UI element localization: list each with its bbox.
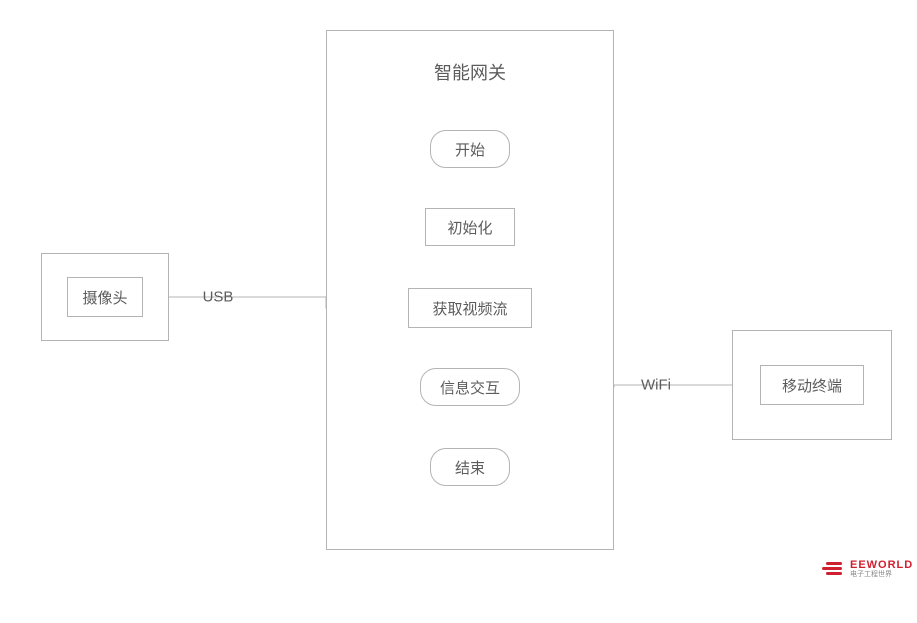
watermark-brand: EEWORLD bbox=[850, 560, 913, 571]
logo-bar bbox=[822, 567, 842, 570]
watermark-tagline: 电子工程世界 bbox=[850, 571, 913, 578]
node-init-label: 初始化 bbox=[447, 217, 492, 238]
node-terminal-label: 移动终端 bbox=[782, 375, 842, 396]
node-getvideo-label: 获取视频流 bbox=[432, 298, 507, 319]
logo-bar bbox=[826, 572, 842, 575]
node-interact-label: 信息交互 bbox=[440, 377, 500, 398]
node-camera: 摄像头 bbox=[67, 277, 143, 317]
edge-label-usb: USB bbox=[203, 289, 234, 306]
node-init: 初始化 bbox=[425, 208, 515, 246]
node-start-label: 开始 bbox=[455, 139, 485, 160]
watermark-logo-icon bbox=[820, 560, 844, 578]
node-camera-label: 摄像头 bbox=[82, 287, 127, 308]
node-interact: 信息交互 bbox=[420, 368, 520, 406]
node-start: 开始 bbox=[430, 130, 510, 168]
logo-bar bbox=[826, 562, 842, 565]
gateway-title: 智能网关 bbox=[434, 59, 506, 85]
node-terminal: 移动终端 bbox=[760, 365, 864, 405]
node-end: 结束 bbox=[430, 448, 510, 486]
edge-label-wifi: WiFi bbox=[641, 377, 671, 394]
node-end-label: 结束 bbox=[455, 457, 485, 478]
watermark: EEWORLD 电子工程世界 bbox=[820, 560, 913, 578]
node-getvideo: 获取视频流 bbox=[408, 288, 532, 328]
